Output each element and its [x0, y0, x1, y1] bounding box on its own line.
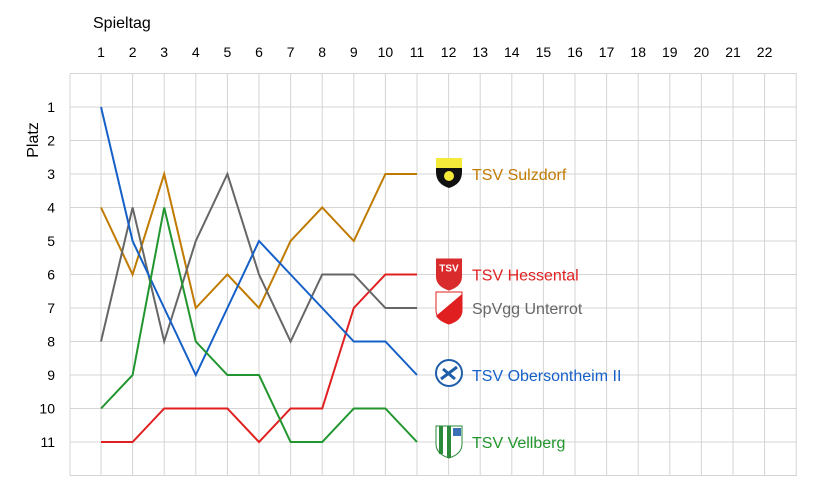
series-label: TSV Vellberg: [472, 435, 565, 452]
y-axis-title: Platz: [25, 122, 42, 158]
y-tick-label: 4: [47, 200, 55, 216]
vellberg-crest-icon: [435, 425, 463, 459]
series-labels: TSV Sulzdorf TSV TSV Hessental SpVgg Unterr…: [435, 158, 621, 459]
x-tick-label: 2: [129, 44, 137, 60]
x-tick-label: 5: [224, 44, 232, 60]
y-tick-label: 3: [47, 166, 55, 182]
y-tick-label: 8: [47, 334, 55, 350]
series-label: TSV Sulzdorf: [472, 167, 567, 184]
series-label: TSV Obersontheim II: [472, 368, 621, 385]
y-tick-label: 10: [39, 401, 55, 417]
y-tick-label: 11: [40, 434, 55, 450]
x-tick-label: 14: [504, 44, 520, 60]
x-tick-label: 8: [318, 44, 326, 60]
hessental-crest-icon: TSV: [436, 258, 462, 291]
x-tick-label: 1: [97, 44, 105, 60]
y-tick-label: 5: [47, 233, 55, 249]
x-axis-title: Spieltag: [93, 15, 151, 32]
y-tick-label: 6: [47, 267, 55, 283]
x-tick-label: 19: [662, 44, 678, 60]
unterrot-crest-icon: [435, 291, 463, 325]
svg-text:TSV: TSV: [439, 264, 459, 275]
y-tick-label: 2: [47, 133, 55, 149]
x-tick-label: 10: [378, 44, 394, 60]
x-tick-label: 12: [441, 44, 457, 60]
x-tick-label: 11: [410, 44, 425, 60]
x-tick-label: 3: [160, 44, 168, 60]
y-tick-labels: 1 2 3 4 5 6 7 8 9 10 11: [39, 99, 55, 450]
x-tick-label: 21: [725, 44, 741, 60]
x-tick-label: 4: [192, 44, 200, 60]
series-label: SpVgg Unterrot: [472, 301, 583, 318]
series-lines: [100, 106, 418, 444]
obersontheim-crest-icon: [435, 359, 463, 387]
y-tick-label: 7: [47, 300, 55, 316]
y-tick-label: 9: [47, 367, 55, 383]
sulzdorf-crest-icon: [436, 158, 462, 188]
x-tick-label: 6: [255, 44, 263, 60]
x-tick-label: 18: [630, 44, 646, 60]
series-label: TSV Hessental: [472, 268, 579, 285]
x-tick-label: 16: [567, 44, 583, 60]
x-tick-label: 15: [536, 44, 552, 60]
x-tick-labels: 1 2 3 4 5 6 7 8 9 10 11 12 13 14 15 16 17 18 19 20 21 22: [97, 44, 772, 60]
x-tick-label: 17: [599, 44, 615, 60]
x-tick-label: 20: [694, 44, 710, 60]
y-tick-label: 1: [47, 99, 55, 115]
x-tick-label: 22: [757, 44, 773, 60]
x-tick-label: 9: [350, 44, 358, 60]
x-tick-label: 7: [287, 44, 295, 60]
x-tick-label: 13: [472, 44, 488, 60]
